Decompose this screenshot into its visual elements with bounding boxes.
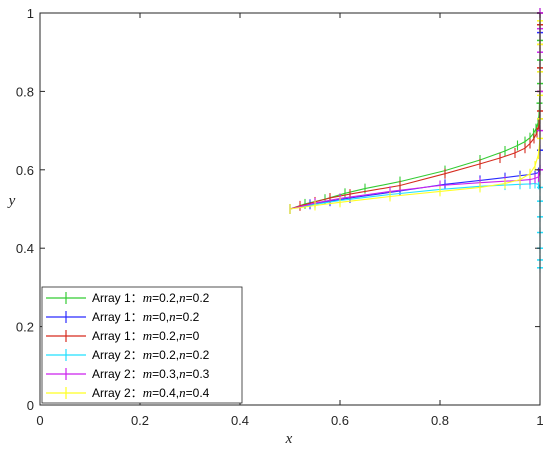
legend-label: Array 1：m=0.2,n=0 xyxy=(92,328,200,343)
x-axis-label: x xyxy=(285,431,293,447)
y-tick-label: 0 xyxy=(27,398,34,413)
legend-label: Array 2：m=0.3,n=0.3 xyxy=(92,366,210,381)
legend-label: Array 1：m=0,n=0.2 xyxy=(92,309,200,324)
legend-item: Array 2：m=0.3,n=0.3 xyxy=(46,366,210,381)
x-tick-label: 0.4 xyxy=(231,413,249,428)
axes-box xyxy=(39,12,541,406)
x-tick-label: 0 xyxy=(36,413,43,428)
legend: Array 1：m=0.2,n=0.2 Array 1：m=0,n=0.2 Arra… xyxy=(41,286,243,404)
legend-label: Array 2：m=0.4,n=0.4 xyxy=(92,385,210,400)
x-tick-label: 0.6 xyxy=(331,413,349,428)
x-tick-label: 0.2 xyxy=(131,413,149,428)
tick-layer: 0 0.2 0.4 0.6 0.8 1 0 0.2 0.4 0.6 0.8 1 xyxy=(16,6,544,428)
x-tick-label: 0.8 xyxy=(431,413,449,428)
legend-item: Array 2：m=0.2,n=0.2 xyxy=(46,347,210,362)
y-axis-label: y xyxy=(7,193,16,209)
y-tick-label: 0.8 xyxy=(16,84,34,99)
y-tick-label: 0.4 xyxy=(16,241,34,256)
x-tick-label: 1 xyxy=(536,413,543,428)
legend-item: Array 1：m=0.2,n=0 xyxy=(46,328,200,343)
legend-item: Array 1：m=0.2,n=0.2 xyxy=(46,290,210,305)
y-tick-label: 0.6 xyxy=(16,163,34,178)
y-tick-label: 1 xyxy=(27,6,34,21)
legend-item: Array 2：m=0.4,n=0.4 xyxy=(46,385,210,400)
legend-label: Array 2：m=0.2,n=0.2 xyxy=(92,347,210,362)
legend-box xyxy=(41,286,243,404)
legend-label: Array 1：m=0.2,n=0.2 xyxy=(92,290,210,305)
y-tick-label: 0.2 xyxy=(16,320,34,335)
legend-item: Array 1：m=0,n=0.2 xyxy=(46,309,200,324)
